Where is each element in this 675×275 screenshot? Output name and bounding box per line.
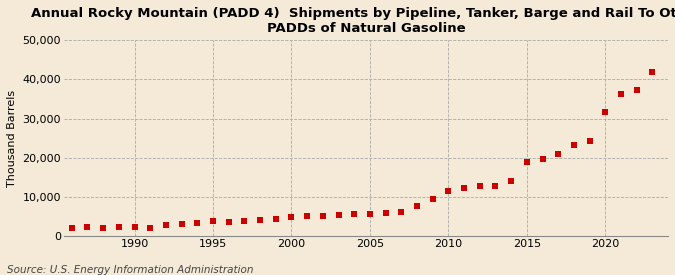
Point xyxy=(302,214,313,219)
Point xyxy=(176,222,187,227)
Point xyxy=(427,197,438,201)
Point xyxy=(553,152,564,156)
Point xyxy=(600,109,611,114)
Point xyxy=(254,217,265,222)
Point xyxy=(475,184,485,188)
Point xyxy=(129,225,140,230)
Point xyxy=(317,213,328,218)
Point xyxy=(396,210,406,214)
Point xyxy=(145,226,156,230)
Point xyxy=(349,212,360,216)
Title: Annual Rocky Mountain (PADD 4)  Shipments by Pipeline, Tanker, Barge and Rail To: Annual Rocky Mountain (PADD 4) Shipments… xyxy=(30,7,675,35)
Point xyxy=(537,156,548,161)
Point xyxy=(223,219,234,224)
Text: Source: U.S. Energy Information Administration: Source: U.S. Energy Information Administ… xyxy=(7,265,253,275)
Point xyxy=(364,211,375,216)
Point xyxy=(506,179,516,183)
Point xyxy=(286,215,297,219)
Point xyxy=(380,211,391,216)
Point xyxy=(443,189,454,193)
Point xyxy=(568,143,579,147)
Point xyxy=(66,226,77,230)
Point xyxy=(113,224,124,229)
Point xyxy=(98,226,109,230)
Point xyxy=(412,204,423,208)
Point xyxy=(521,160,532,164)
Point xyxy=(490,183,501,188)
Y-axis label: Thousand Barrels: Thousand Barrels xyxy=(7,90,17,187)
Point xyxy=(82,225,93,230)
Point xyxy=(458,186,469,191)
Point xyxy=(333,213,344,218)
Point xyxy=(239,219,250,223)
Point xyxy=(616,92,626,97)
Point xyxy=(631,88,642,92)
Point xyxy=(584,138,595,143)
Point xyxy=(192,221,202,225)
Point xyxy=(208,219,219,223)
Point xyxy=(647,70,657,75)
Point xyxy=(161,223,171,228)
Point xyxy=(271,217,281,221)
